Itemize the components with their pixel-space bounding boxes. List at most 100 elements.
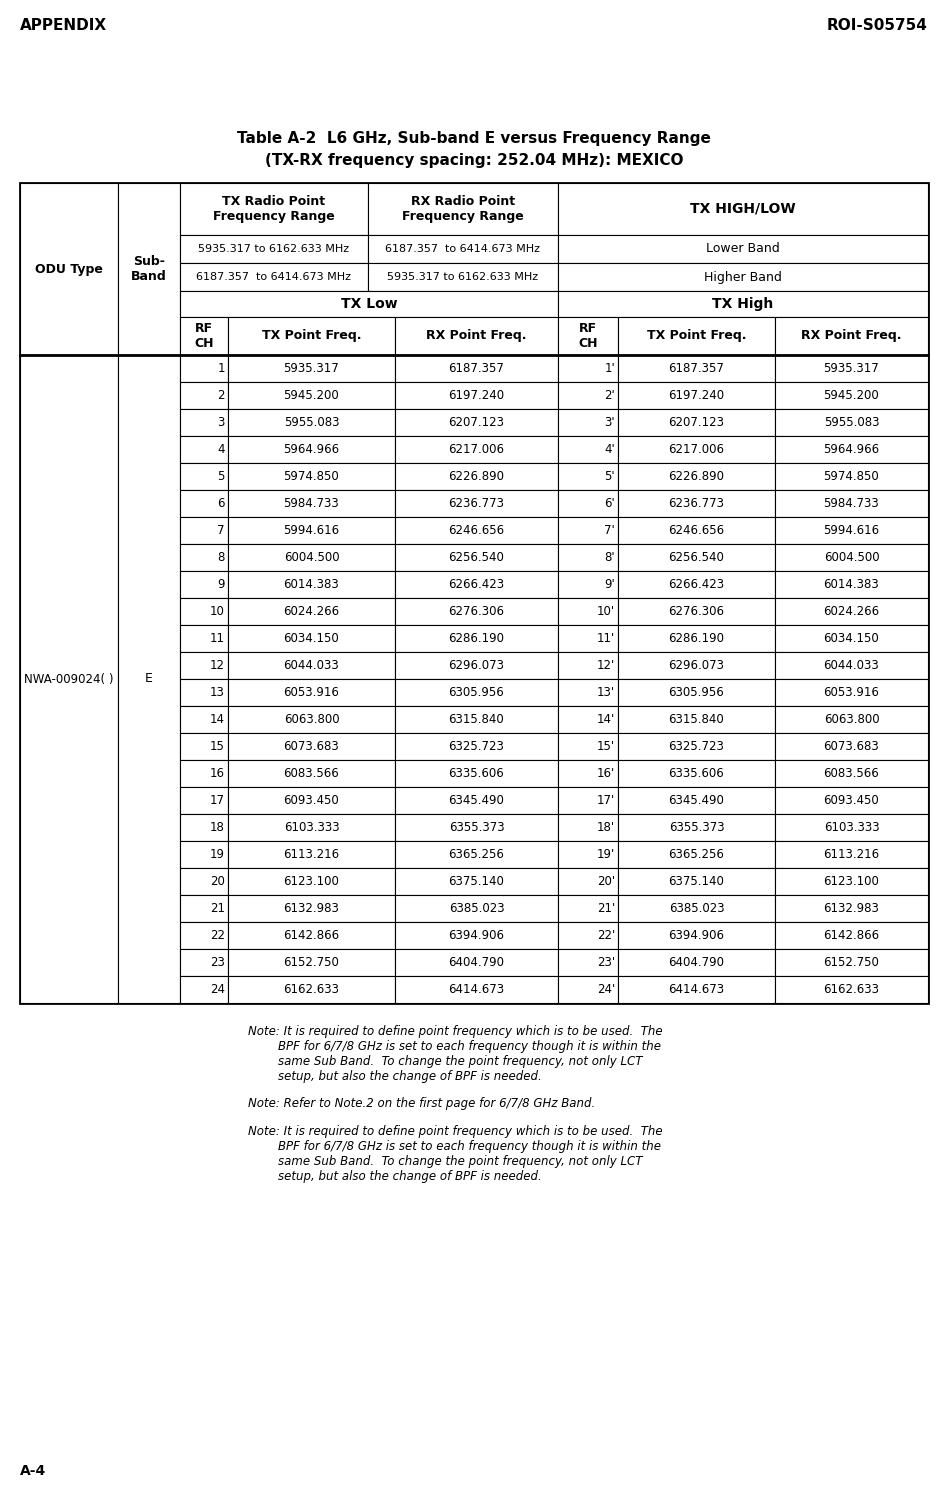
Text: RF
CH: RF CH bbox=[578, 322, 598, 349]
Bar bbox=[180, 814, 228, 841]
Text: 6385.023: 6385.023 bbox=[668, 902, 724, 915]
Bar bbox=[228, 652, 395, 679]
Bar bbox=[558, 760, 618, 787]
Bar bbox=[180, 463, 228, 490]
Bar bbox=[618, 436, 775, 463]
Text: 2': 2' bbox=[604, 390, 615, 402]
Bar bbox=[395, 517, 558, 543]
Bar bbox=[228, 463, 395, 490]
Text: 6014.383: 6014.383 bbox=[283, 578, 339, 591]
Text: 6034.150: 6034.150 bbox=[283, 632, 339, 645]
Bar bbox=[228, 490, 395, 517]
Text: 19: 19 bbox=[210, 848, 225, 861]
Text: 6142.866: 6142.866 bbox=[824, 929, 880, 942]
Text: 5974.850: 5974.850 bbox=[283, 470, 339, 484]
Text: 6123.100: 6123.100 bbox=[283, 875, 339, 888]
Text: 5964.966: 5964.966 bbox=[824, 443, 880, 455]
Bar bbox=[395, 382, 558, 409]
Text: 6073.683: 6073.683 bbox=[283, 741, 339, 752]
Text: 16': 16' bbox=[596, 767, 615, 779]
Bar bbox=[618, 317, 775, 355]
Bar bbox=[558, 706, 618, 733]
Bar bbox=[180, 570, 228, 599]
Text: 7': 7' bbox=[604, 524, 615, 537]
Text: 6083.566: 6083.566 bbox=[824, 767, 880, 779]
Text: TX High: TX High bbox=[712, 297, 774, 311]
Text: 4: 4 bbox=[217, 443, 225, 455]
Bar bbox=[395, 894, 558, 923]
Bar bbox=[775, 787, 928, 814]
Text: 5: 5 bbox=[218, 470, 225, 484]
Text: 24: 24 bbox=[210, 982, 225, 996]
Text: 6325.723: 6325.723 bbox=[668, 741, 724, 752]
Bar bbox=[180, 976, 228, 1003]
Text: 6256.540: 6256.540 bbox=[668, 551, 724, 564]
Text: APPENDIX: APPENDIX bbox=[20, 18, 107, 33]
Bar bbox=[368, 263, 558, 291]
Bar bbox=[558, 841, 618, 867]
Text: Note: It is required to define point frequency which is to be used.  The
       : Note: It is required to define point fre… bbox=[248, 1126, 663, 1182]
Text: 17': 17' bbox=[596, 794, 615, 808]
Bar bbox=[180, 436, 228, 463]
Text: 15': 15' bbox=[597, 741, 615, 752]
Text: 6296.073: 6296.073 bbox=[668, 658, 724, 672]
Bar bbox=[180, 923, 228, 950]
Bar bbox=[618, 463, 775, 490]
Bar bbox=[618, 679, 775, 706]
Bar bbox=[228, 894, 395, 923]
Bar bbox=[618, 760, 775, 787]
Bar bbox=[775, 543, 928, 570]
Bar bbox=[618, 841, 775, 867]
Bar bbox=[228, 409, 395, 436]
Text: 6044.033: 6044.033 bbox=[283, 658, 339, 672]
Text: ODU Type: ODU Type bbox=[35, 263, 103, 276]
Text: 6335.606: 6335.606 bbox=[448, 767, 504, 779]
Text: 6103.333: 6103.333 bbox=[824, 821, 880, 835]
Bar bbox=[180, 355, 228, 382]
Bar bbox=[180, 382, 228, 409]
Bar bbox=[228, 760, 395, 787]
Bar bbox=[228, 976, 395, 1003]
Text: 5984.733: 5984.733 bbox=[824, 497, 880, 511]
Bar bbox=[395, 760, 558, 787]
Text: 6365.256: 6365.256 bbox=[668, 848, 724, 861]
Text: 23: 23 bbox=[210, 956, 225, 969]
Bar bbox=[558, 517, 618, 543]
Bar bbox=[228, 570, 395, 599]
Text: 6207.123: 6207.123 bbox=[668, 417, 724, 428]
Text: 11: 11 bbox=[210, 632, 225, 645]
Text: 5974.850: 5974.850 bbox=[824, 470, 880, 484]
Bar bbox=[180, 652, 228, 679]
Text: 10: 10 bbox=[210, 605, 225, 618]
Bar bbox=[775, 679, 928, 706]
Text: ROI-S05754: ROI-S05754 bbox=[827, 18, 928, 33]
Text: 4': 4' bbox=[604, 443, 615, 455]
Bar bbox=[395, 706, 558, 733]
Text: 6296.073: 6296.073 bbox=[448, 658, 504, 672]
Bar bbox=[775, 355, 928, 382]
Text: 5945.200: 5945.200 bbox=[283, 390, 339, 402]
Text: 6236.773: 6236.773 bbox=[448, 497, 504, 511]
Text: 6207.123: 6207.123 bbox=[448, 417, 504, 428]
Text: 22: 22 bbox=[210, 929, 225, 942]
Bar bbox=[395, 409, 558, 436]
Text: 5984.733: 5984.733 bbox=[283, 497, 339, 511]
Text: 18: 18 bbox=[210, 821, 225, 835]
Text: 20: 20 bbox=[210, 875, 225, 888]
Bar bbox=[180, 894, 228, 923]
Bar bbox=[558, 814, 618, 841]
Text: 5935.317: 5935.317 bbox=[283, 361, 339, 375]
Text: 6': 6' bbox=[604, 497, 615, 511]
Bar bbox=[180, 263, 368, 291]
Text: 6236.773: 6236.773 bbox=[668, 497, 724, 511]
Bar bbox=[558, 923, 618, 950]
Bar bbox=[228, 867, 395, 894]
Bar bbox=[180, 841, 228, 867]
Text: 6132.983: 6132.983 bbox=[283, 902, 339, 915]
Bar bbox=[775, 760, 928, 787]
Text: 6355.373: 6355.373 bbox=[448, 821, 504, 835]
Text: 6063.800: 6063.800 bbox=[283, 714, 339, 726]
Bar bbox=[180, 184, 368, 234]
Bar bbox=[775, 463, 928, 490]
Bar bbox=[395, 679, 558, 706]
